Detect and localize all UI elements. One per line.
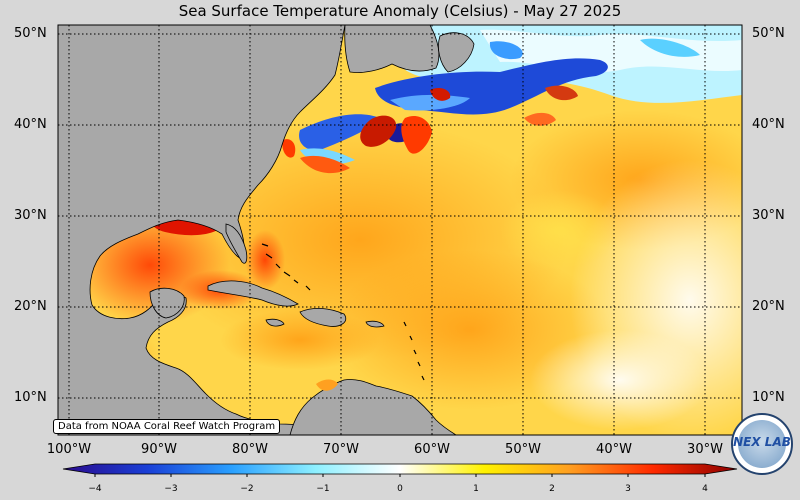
colorbar-tick-label: 4 xyxy=(702,484,708,494)
colorbar-tick-label: −3 xyxy=(164,484,178,494)
florida-peninsula xyxy=(225,223,248,264)
cuba-island xyxy=(207,280,299,307)
nexlab-logo: NEX LAB xyxy=(731,413,793,475)
lon-label-60w: 60°W xyxy=(414,442,450,457)
colorbar-tick-label: −2 xyxy=(240,484,254,494)
data-credit-box: Data from NOAA Coral Reef Watch Program xyxy=(53,419,281,434)
graticule xyxy=(58,25,742,435)
lat-label-right-40: 40°N xyxy=(752,117,785,132)
colorbar-tick-label: −4 xyxy=(88,484,102,494)
lat-label-left-30: 30°N xyxy=(14,208,47,223)
north-america-landmass xyxy=(58,25,346,435)
lat-label-right-20: 20°N xyxy=(752,299,785,314)
colorbar-tick-label: −1 xyxy=(316,484,330,494)
lat-label-left-20: 20°N xyxy=(14,299,47,314)
lat-label-right-50: 50°N xyxy=(752,26,785,41)
lat-label-right-10: 10°N xyxy=(752,390,785,405)
colorbar-tick-label: 1 xyxy=(473,484,479,494)
lat-label-left-50: 50°N xyxy=(14,26,47,41)
lon-label-40w: 40°W xyxy=(596,442,632,457)
logo-text: NEX LAB xyxy=(733,435,791,449)
lat-label-right-30: 30°N xyxy=(752,208,785,223)
south-america-landmass xyxy=(289,379,457,435)
colorbar-tick-label: 3 xyxy=(625,484,631,494)
colorbar-tick-label: 0 xyxy=(397,484,403,494)
lon-label-80w: 80°W xyxy=(232,442,268,457)
colorbar-tick-label: 2 xyxy=(549,484,555,494)
lon-label-100w: 100°W xyxy=(46,442,92,457)
lat-label-left-10: 10°N xyxy=(14,390,47,405)
lon-label-50w: 50°W xyxy=(505,442,541,457)
lon-label-30w: 30°W xyxy=(687,442,723,457)
map-field xyxy=(58,25,742,435)
map-title: Sea Surface Temperature Anomaly (Celsius… xyxy=(178,2,622,20)
globe-icon xyxy=(738,420,786,468)
lon-label-70w: 70°W xyxy=(323,442,359,457)
lat-label-left-40: 40°N xyxy=(14,117,47,132)
lon-label-90w: 90°W xyxy=(141,442,177,457)
colorbar xyxy=(62,463,738,477)
